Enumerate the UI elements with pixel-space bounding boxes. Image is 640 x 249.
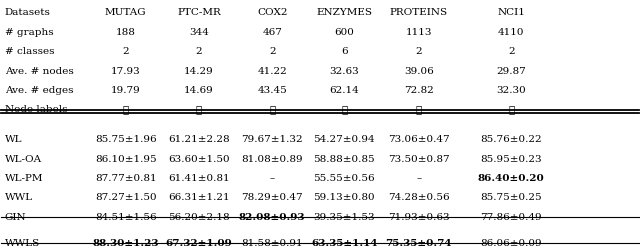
Text: 32.63: 32.63 <box>330 66 359 75</box>
Text: 39.35±1.53: 39.35±1.53 <box>314 213 375 222</box>
Text: 62.14: 62.14 <box>330 86 359 95</box>
Text: WL: WL <box>4 135 22 144</box>
Text: ✓: ✓ <box>196 105 202 114</box>
Text: ✓: ✓ <box>341 105 348 114</box>
Text: 4110: 4110 <box>498 28 524 37</box>
Text: 63.60±1.50: 63.60±1.50 <box>168 155 230 164</box>
Text: 88.30±1.23: 88.30±1.23 <box>92 239 159 248</box>
Text: COX2: COX2 <box>257 8 287 17</box>
Text: 85.75±0.25: 85.75±0.25 <box>481 193 542 202</box>
Text: 54.27±0.94: 54.27±0.94 <box>314 135 375 144</box>
Text: 86.10±1.95: 86.10±1.95 <box>95 155 156 164</box>
Text: 17.93: 17.93 <box>111 66 141 75</box>
Text: 29.87: 29.87 <box>496 66 526 75</box>
Text: 67.32±1.09: 67.32±1.09 <box>166 239 232 248</box>
Text: 2: 2 <box>122 47 129 56</box>
Text: Ave. # nodes: Ave. # nodes <box>4 66 74 75</box>
Text: ✓: ✓ <box>508 105 515 114</box>
Text: –: – <box>416 174 421 183</box>
Text: 85.95±0.23: 85.95±0.23 <box>481 155 542 164</box>
Text: –: – <box>269 174 275 183</box>
Text: 71.93±0.63: 71.93±0.63 <box>388 213 449 222</box>
Text: MUTAG: MUTAG <box>105 8 147 17</box>
Text: 87.27±1.50: 87.27±1.50 <box>95 193 156 202</box>
Text: 2: 2 <box>269 47 276 56</box>
Text: 2: 2 <box>415 47 422 56</box>
Text: 86.06±0.09: 86.06±0.09 <box>481 239 542 248</box>
Text: 14.29: 14.29 <box>184 66 214 75</box>
Text: 73.06±0.47: 73.06±0.47 <box>388 135 449 144</box>
Text: 82.08±0.93: 82.08±0.93 <box>239 213 305 222</box>
Text: 344: 344 <box>189 28 209 37</box>
Text: 85.75±1.96: 85.75±1.96 <box>95 135 156 144</box>
Text: WWL: WWL <box>4 193 33 202</box>
Text: 81.08±0.89: 81.08±0.89 <box>241 155 303 164</box>
Text: 188: 188 <box>116 28 136 37</box>
Text: 58.88±0.85: 58.88±0.85 <box>314 155 375 164</box>
Text: GIN: GIN <box>4 213 26 222</box>
Text: PTC-MR: PTC-MR <box>177 8 221 17</box>
Text: Ave. # edges: Ave. # edges <box>4 86 73 95</box>
Text: Datasets: Datasets <box>4 8 51 17</box>
Text: WWLS: WWLS <box>4 239 40 248</box>
Text: # classes: # classes <box>4 47 54 56</box>
Text: 41.22: 41.22 <box>257 66 287 75</box>
Text: 600: 600 <box>334 28 354 37</box>
Text: ✓: ✓ <box>122 105 129 114</box>
Text: Node labels: Node labels <box>4 105 67 114</box>
Text: 1113: 1113 <box>406 28 432 37</box>
Text: ENZYMES: ENZYMES <box>316 8 372 17</box>
Text: # graphs: # graphs <box>4 28 53 37</box>
Text: 32.30: 32.30 <box>496 86 526 95</box>
Text: 39.06: 39.06 <box>404 66 434 75</box>
Text: 75.35±0.74: 75.35±0.74 <box>385 239 452 248</box>
Text: 6: 6 <box>341 47 348 56</box>
Text: 2: 2 <box>508 47 515 56</box>
Text: 14.69: 14.69 <box>184 86 214 95</box>
Text: 72.82: 72.82 <box>404 86 434 95</box>
Text: 85.76±0.22: 85.76±0.22 <box>481 135 542 144</box>
Text: WL-OA: WL-OA <box>4 155 42 164</box>
Text: 61.41±0.81: 61.41±0.81 <box>168 174 230 183</box>
Text: 77.86±0.49: 77.86±0.49 <box>481 213 542 222</box>
Text: 79.67±1.32: 79.67±1.32 <box>241 135 303 144</box>
Text: 19.79: 19.79 <box>111 86 141 95</box>
Text: NCI1: NCI1 <box>497 8 525 17</box>
Text: 55.55±0.56: 55.55±0.56 <box>314 174 375 183</box>
Text: 59.13±0.80: 59.13±0.80 <box>314 193 375 202</box>
Text: 78.29±0.47: 78.29±0.47 <box>241 193 303 202</box>
Text: 63.35±1.14: 63.35±1.14 <box>311 239 378 248</box>
Text: WL-PM: WL-PM <box>4 174 43 183</box>
Text: 74.28±0.56: 74.28±0.56 <box>388 193 449 202</box>
Text: 2: 2 <box>196 47 202 56</box>
Text: 467: 467 <box>262 28 282 37</box>
Text: 66.31±1.21: 66.31±1.21 <box>168 193 230 202</box>
Text: 61.21±2.28: 61.21±2.28 <box>168 135 230 144</box>
Text: 73.50±0.87: 73.50±0.87 <box>388 155 449 164</box>
Text: ✓: ✓ <box>415 105 422 114</box>
Text: 87.77±0.81: 87.77±0.81 <box>95 174 156 183</box>
Text: ✓: ✓ <box>269 105 275 114</box>
Text: 86.40±0.20: 86.40±0.20 <box>478 174 545 183</box>
Text: 81.58±0.91: 81.58±0.91 <box>241 239 303 248</box>
Text: 84.51±1.56: 84.51±1.56 <box>95 213 156 222</box>
Text: 43.45: 43.45 <box>257 86 287 95</box>
Text: 56.20±2.18: 56.20±2.18 <box>168 213 230 222</box>
Text: PROTEINS: PROTEINS <box>390 8 448 17</box>
